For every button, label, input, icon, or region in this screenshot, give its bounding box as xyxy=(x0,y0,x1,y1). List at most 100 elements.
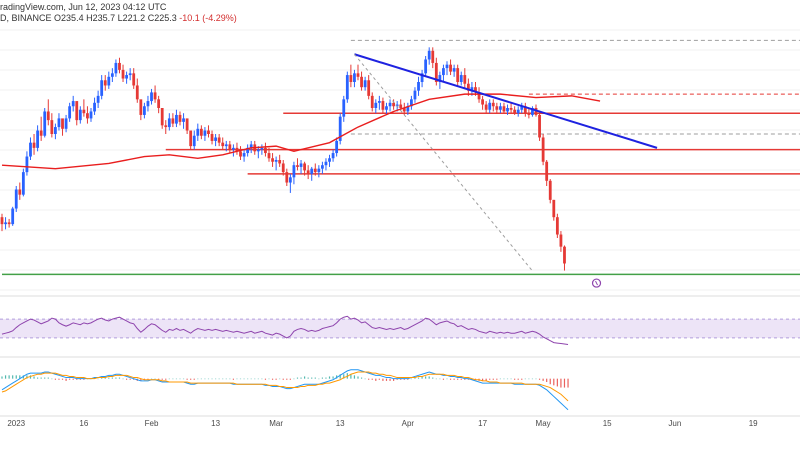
candle-body xyxy=(385,106,388,110)
macd-histogram-bar xyxy=(517,378,519,380)
candle-body xyxy=(71,101,75,107)
candle-body xyxy=(224,144,228,147)
macd-histogram-bar xyxy=(393,378,395,381)
candle-body xyxy=(345,75,349,100)
candle-body xyxy=(153,92,157,100)
macd-histogram-bar xyxy=(286,378,288,380)
candle-body xyxy=(499,106,502,110)
candle-body xyxy=(25,156,29,173)
candle-body xyxy=(484,104,488,110)
macd-histogram-bar xyxy=(19,375,21,379)
candle-body xyxy=(434,62,438,82)
macd-histogram-bar xyxy=(133,378,135,380)
macd-histogram-bar xyxy=(215,378,217,380)
macd-histogram-bar xyxy=(332,376,334,379)
macd-histogram-bar xyxy=(385,378,388,381)
macd-histogram-bar xyxy=(15,375,17,379)
macd-histogram-bar xyxy=(97,378,99,380)
candle-body xyxy=(221,142,225,147)
macd-histogram-bar xyxy=(158,378,160,380)
macd-histogram-bar xyxy=(211,378,213,380)
x-tick-label: May xyxy=(536,419,551,428)
candle-body xyxy=(189,130,193,147)
macd-histogram-bar xyxy=(400,378,402,380)
candle-body xyxy=(342,99,346,117)
candle-body xyxy=(456,68,460,82)
candle-body xyxy=(132,73,136,86)
candle-body xyxy=(555,217,559,235)
macd-histogram-bar xyxy=(126,378,128,380)
macd-histogram-bar xyxy=(4,375,7,379)
candle-body xyxy=(93,102,96,112)
macd-histogram-bar xyxy=(161,378,163,380)
low-value: 221.2 xyxy=(122,13,146,23)
macd-histogram-bar xyxy=(247,378,249,380)
candle-body xyxy=(370,95,374,108)
candle-body xyxy=(36,130,39,148)
candle-body xyxy=(402,108,406,112)
candle-body xyxy=(256,149,260,152)
macd-histogram-bar xyxy=(207,378,210,380)
macd-histogram-bar xyxy=(396,378,398,380)
x-tick-label: 2023 xyxy=(7,419,25,428)
candle-body xyxy=(50,120,54,134)
macd-histogram-bar xyxy=(382,378,384,381)
candle-body xyxy=(150,92,153,102)
macd-histogram-bar xyxy=(264,378,267,380)
candle-body xyxy=(89,111,93,119)
macd-histogram-bar xyxy=(325,377,327,379)
macd-histogram-bar xyxy=(12,375,14,379)
macd-histogram-bar xyxy=(528,378,530,380)
macd-histogram-bar xyxy=(115,377,117,379)
candle-body xyxy=(121,69,125,79)
macd-histogram-bar xyxy=(175,378,178,380)
macd-histogram-bar xyxy=(360,377,363,379)
macd-histogram-bar xyxy=(268,378,270,380)
candle-body xyxy=(335,140,339,154)
macd-histogram-bar xyxy=(229,378,231,380)
candle-body xyxy=(531,108,534,115)
macd-histogram-bar xyxy=(496,378,498,380)
macd-histogram-bar xyxy=(499,378,501,380)
macd-histogram-bar xyxy=(104,377,106,379)
macd-histogram-bar xyxy=(560,378,562,388)
macd-histogram-bar xyxy=(425,376,427,379)
candle-body xyxy=(103,80,107,86)
macd-histogram-bar xyxy=(243,378,245,380)
macd-histogram-bar xyxy=(439,378,441,380)
high-value: 235.7 xyxy=(92,13,116,23)
candle-body xyxy=(285,172,289,183)
macd-histogram-bar xyxy=(275,378,277,380)
macd-line xyxy=(1,369,569,411)
candle-body xyxy=(527,113,531,115)
macd-histogram-bar xyxy=(44,377,46,379)
candle-body xyxy=(495,106,499,110)
open-label: O xyxy=(54,13,62,23)
candle-body xyxy=(210,134,214,141)
candle-body xyxy=(18,189,22,195)
macd-histogram-bar xyxy=(546,378,548,382)
macd-histogram-bar xyxy=(521,378,523,380)
macd-histogram-bar xyxy=(343,374,345,379)
candle-body xyxy=(367,80,371,96)
open-value: 235.4 xyxy=(61,13,84,23)
macd-histogram-bar xyxy=(407,378,409,380)
x-tick-label: Mar xyxy=(269,419,283,428)
candle-body xyxy=(157,99,161,108)
sma-line xyxy=(1,93,601,170)
macd-histogram-bar xyxy=(197,378,199,380)
candle-body xyxy=(463,75,467,84)
candle-body xyxy=(420,73,424,82)
horizontal-levels xyxy=(2,39,800,276)
macd-histogram-bar xyxy=(257,378,259,380)
candle-body xyxy=(4,222,7,225)
macd-histogram-bar xyxy=(449,378,452,380)
candle-body xyxy=(192,135,196,147)
macd-histogram-bar xyxy=(553,378,555,386)
macd-histogram-bar xyxy=(467,378,469,380)
candle-body xyxy=(559,234,563,247)
sma-line xyxy=(1,93,601,170)
macd-histogram-bar xyxy=(300,377,302,379)
candle-body xyxy=(424,59,428,74)
